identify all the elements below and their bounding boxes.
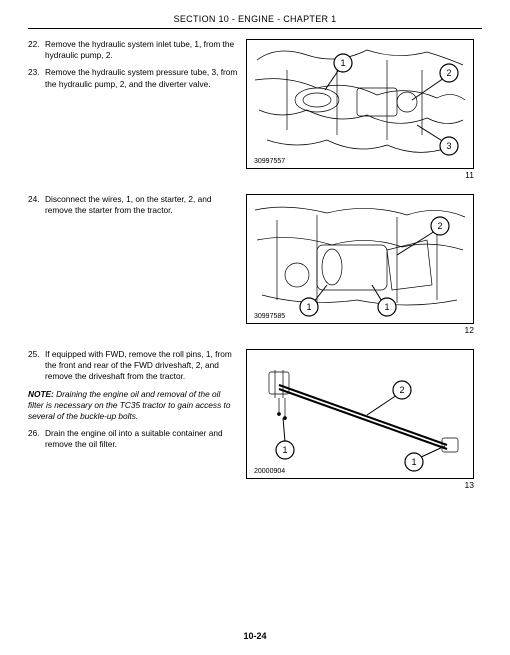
figure-id: 20000904 (253, 468, 286, 475)
figure-13: 2 1 1 20000904 (246, 349, 474, 479)
step-num: 25. (28, 349, 45, 383)
step-body: Remove the hydraulic system pressure tub… (45, 67, 238, 89)
step-num: 24. (28, 194, 45, 216)
step-23: 23. Remove the hydraulic system pressure… (28, 67, 238, 89)
step-body: Drain the engine oil into a suitable con… (45, 428, 238, 450)
figure-id: 30997585 (253, 313, 286, 320)
fig-col-1: 1 2 3 30997557 11 (246, 39, 476, 188)
text-col-2: 24. Disconnect the wires, 1, on the star… (28, 194, 246, 343)
svg-text:2: 2 (437, 221, 442, 231)
note-label: NOTE: (28, 389, 54, 399)
figure-num: 12 (246, 325, 474, 335)
figure-13-svg: 2 1 1 (247, 350, 473, 478)
svg-text:1: 1 (384, 302, 389, 312)
step-body: Disconnect the wires, 1, on the starter,… (45, 194, 238, 216)
section-header: SECTION 10 - ENGINE - CHAPTER 1 (28, 0, 482, 29)
row-1: 22. Remove the hydraulic system inlet tu… (28, 39, 482, 188)
row-2: 24. Disconnect the wires, 1, on the star… (28, 194, 482, 343)
row-3: 25. If equipped with FWD, remove the rol… (28, 349, 482, 498)
svg-text:1: 1 (340, 58, 345, 68)
step-25: 25. If equipped with FWD, remove the rol… (28, 349, 238, 383)
page-content: 22. Remove the hydraulic system inlet tu… (0, 29, 510, 498)
figure-11-svg: 1 2 3 (247, 40, 473, 168)
step-body: If equipped with FWD, remove the roll pi… (45, 349, 238, 383)
svg-text:1: 1 (411, 457, 416, 467)
page-number: 10-24 (0, 631, 510, 641)
figure-11: 1 2 3 30997557 (246, 39, 474, 169)
figure-num: 11 (246, 170, 474, 180)
fig-col-2: 2 1 1 30997585 12 (246, 194, 476, 343)
svg-text:2: 2 (446, 68, 451, 78)
figure-id: 30997557 (253, 158, 286, 165)
figure-12: 2 1 1 30997585 (246, 194, 474, 324)
step-22: 22. Remove the hydraulic system inlet tu… (28, 39, 238, 61)
svg-text:1: 1 (282, 445, 287, 455)
step-24: 24. Disconnect the wires, 1, on the star… (28, 194, 238, 216)
step-num: 22. (28, 39, 45, 61)
figure-12-svg: 2 1 1 (247, 195, 473, 323)
fig-col-3: 2 1 1 20000904 13 (246, 349, 476, 498)
note: NOTE: Draining the engine oil and remova… (28, 389, 238, 423)
step-26: 26. Drain the engine oil into a suitable… (28, 428, 238, 450)
text-col-3: 25. If equipped with FWD, remove the rol… (28, 349, 246, 498)
svg-text:2: 2 (399, 385, 404, 395)
figure-num: 13 (246, 480, 474, 490)
step-body: Remove the hydraulic system inlet tube, … (45, 39, 238, 61)
step-num: 26. (28, 428, 45, 450)
text-col-1: 22. Remove the hydraulic system inlet tu… (28, 39, 246, 188)
step-num: 23. (28, 67, 45, 89)
svg-text:3: 3 (446, 141, 451, 151)
note-body: Draining the engine oil and removal of t… (28, 389, 230, 421)
svg-text:1: 1 (306, 302, 311, 312)
